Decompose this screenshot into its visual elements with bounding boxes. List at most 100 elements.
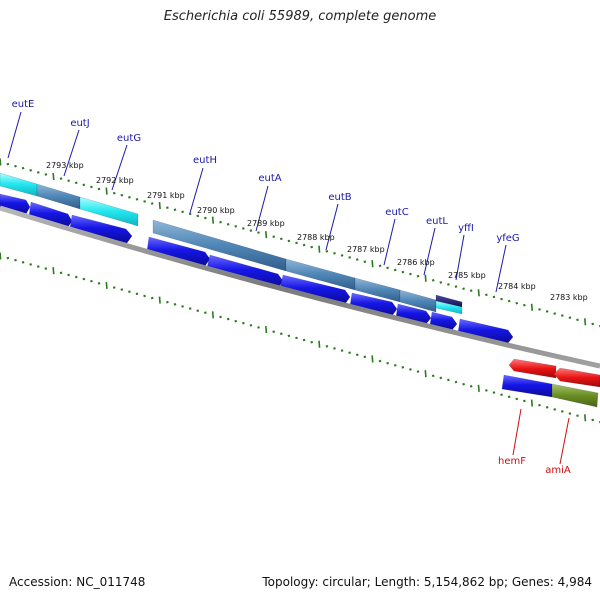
- outer-tick: [416, 274, 420, 278]
- inner-tick: [52, 267, 55, 275]
- inner-tick: [287, 334, 291, 338]
- gene-label-eutE: eutE: [12, 99, 35, 110]
- outer-tick: [219, 220, 222, 224]
- inner-tick: [560, 410, 564, 413]
- inner-tick: [188, 307, 192, 310]
- gene-label-eutG: eutG: [117, 133, 141, 144]
- outer-tick: [97, 187, 101, 191]
- inner-tick: [173, 303, 177, 306]
- inner-tick: [439, 376, 443, 380]
- inner-tick: [29, 263, 33, 266]
- outer-tick: [355, 258, 359, 261]
- outer-tick: [150, 202, 154, 205]
- inner-tick: [401, 366, 405, 369]
- outer-tick: [325, 249, 329, 253]
- outer-tick: [310, 245, 314, 249]
- kbp-labels: 2793 kbp 2792 kbp 2791 kbp 2790 kbp 2789 kbp…: [46, 161, 588, 302]
- inner-tick: [477, 384, 480, 392]
- outer-tick: [59, 177, 63, 180]
- inner-tick: [0, 252, 2, 260]
- inner-tick: [492, 391, 496, 394]
- outer-tick: [530, 303, 534, 311]
- callout-line-amiA: [559, 417, 570, 465]
- cds-arrow: [349, 292, 398, 317]
- inner-tick: [36, 265, 40, 268]
- outer-tick: [431, 279, 435, 282]
- inner-tick: [447, 378, 450, 382]
- inner-tick: [196, 309, 200, 312]
- inner-tick: [249, 324, 253, 327]
- callout-line-yfeG: [495, 244, 507, 293]
- inner-tick: [158, 296, 161, 304]
- callout-line-eutA: [255, 185, 269, 232]
- outer-tick: [318, 245, 321, 253]
- outer-tick: [173, 208, 177, 212]
- outer-tick: [128, 195, 131, 199]
- inner-tick: [363, 355, 367, 359]
- feature-yffI-block: [435, 300, 463, 315]
- kbp-label: 2793 kbp: [46, 161, 84, 170]
- outer-tick: [279, 237, 283, 241]
- outer-tick: [363, 260, 367, 263]
- outer-tick: [120, 193, 124, 197]
- inner-tick: [416, 370, 420, 373]
- outer-tick: [447, 283, 450, 286]
- inner-tick: [219, 315, 222, 319]
- feature-eutE-block: [0, 172, 38, 197]
- callout-line-eutH: [189, 167, 204, 214]
- inner-tick: [530, 399, 534, 407]
- outer-tick: [166, 206, 169, 209]
- outer-tick: [401, 270, 405, 274]
- outer-tick: [265, 231, 268, 239]
- outer-tick: [553, 312, 557, 315]
- genome-stats-label: Topology: circular; Length: 5,154,862 bp…: [262, 575, 592, 589]
- outer-tick: [272, 235, 276, 239]
- kbp-label: 2790 kbp: [197, 206, 235, 215]
- inner-tick: [166, 300, 169, 304]
- outer-tick: [74, 181, 78, 185]
- genome-backbone: [0, 205, 600, 369]
- feature-amiA-block: [551, 383, 599, 408]
- inner-tick: [6, 256, 10, 260]
- feature-red-arrow: [553, 367, 600, 388]
- kbp-label: 2785 kbp: [448, 271, 486, 280]
- inner-tick: [234, 319, 238, 323]
- inner-tick: [74, 275, 78, 279]
- outer-tick: [112, 191, 116, 195]
- inner-tick: [469, 384, 473, 388]
- callout-line-eutJ: [63, 129, 80, 177]
- kbp-label: 2789 kbp: [247, 219, 285, 228]
- kbp-label: 2786 kbp: [397, 258, 435, 267]
- feature-eutC-block: [399, 289, 437, 313]
- inner-tick: [112, 286, 116, 289]
- outer-tick: [439, 281, 443, 284]
- outer-tick: [21, 166, 25, 170]
- gene-label-eutH: eutH: [193, 155, 217, 166]
- gene-label-eutA: eutA: [258, 173, 281, 184]
- inner-tick: [378, 359, 382, 363]
- feature-hemF-block: [501, 374, 553, 398]
- outer-tick: [302, 243, 306, 247]
- inner-tick: [591, 418, 595, 422]
- inner-tick: [150, 296, 154, 300]
- callout-line-eutL: [423, 227, 436, 276]
- outer-tick: [500, 297, 503, 301]
- inner-tick: [576, 414, 579, 418]
- inner-tick: [393, 363, 397, 367]
- feature-track: [0, 172, 600, 408]
- inner-tick: [211, 311, 215, 319]
- inner-tick: [553, 408, 557, 411]
- kbp-label: 2791 kbp: [147, 191, 185, 200]
- feature-red-arrow: [508, 358, 557, 379]
- cds-arrow: [28, 201, 73, 228]
- outer-tick: [188, 212, 192, 216]
- outer-tick: [538, 308, 541, 311]
- outer-tick: [348, 256, 352, 259]
- inner-tick: [295, 336, 298, 340]
- outer-tick: [211, 216, 215, 224]
- outer-tick: [492, 295, 496, 299]
- inner-tick: [241, 321, 245, 325]
- inner-tick: [257, 326, 260, 329]
- outer-tick: [333, 252, 336, 255]
